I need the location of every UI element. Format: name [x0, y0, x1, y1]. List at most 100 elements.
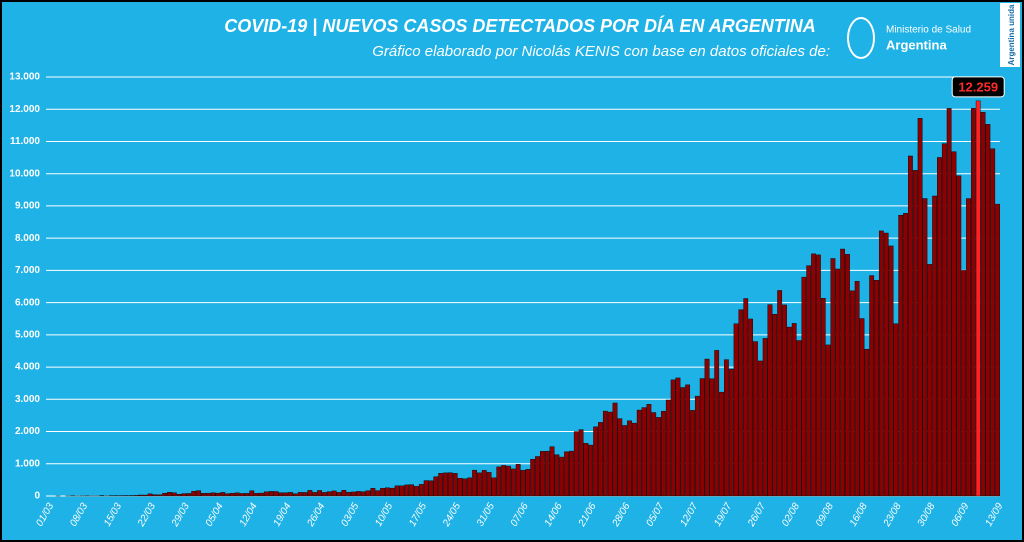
bar — [622, 425, 628, 497]
bar — [685, 384, 691, 497]
bar — [278, 492, 284, 497]
bar — [840, 248, 845, 497]
bar — [293, 493, 298, 497]
bar — [743, 298, 749, 497]
bar — [167, 492, 172, 497]
bar — [385, 487, 390, 497]
y-tick-label: 6.000 — [15, 297, 40, 308]
bar — [772, 313, 778, 497]
bar — [433, 476, 439, 497]
bar — [665, 399, 671, 497]
bar — [748, 318, 753, 497]
bar — [355, 491, 361, 497]
bar — [830, 258, 836, 497]
bar — [404, 484, 410, 497]
bar — [152, 494, 158, 497]
chart-title: COVID-19 | NUEVOS CASOS DETECTADOS POR D… — [224, 15, 815, 36]
bar — [583, 443, 589, 497]
bar — [472, 469, 477, 497]
badge-box — [1000, 3, 1020, 67]
bar — [501, 465, 507, 497]
bar — [525, 469, 531, 497]
bar — [704, 358, 710, 497]
bar — [510, 468, 516, 497]
bar — [690, 410, 695, 497]
bar — [171, 492, 177, 497]
bar — [728, 368, 734, 497]
bar — [201, 493, 206, 497]
bar — [549, 446, 555, 497]
bar — [539, 451, 545, 497]
bar — [559, 456, 565, 497]
bar — [646, 404, 652, 497]
bar — [554, 454, 560, 497]
bar — [903, 213, 908, 497]
bar — [157, 494, 163, 497]
bar — [423, 480, 429, 497]
bar — [428, 480, 434, 497]
bar — [961, 270, 967, 497]
bar — [569, 450, 574, 497]
bar — [283, 492, 289, 497]
y-tick-label: 2.000 — [15, 426, 40, 437]
bar — [205, 492, 211, 497]
bar — [147, 493, 153, 497]
bar — [854, 281, 860, 497]
bar — [694, 395, 700, 497]
bar — [225, 493, 230, 497]
bar — [951, 151, 957, 497]
bar — [230, 492, 235, 497]
bar — [288, 492, 293, 497]
bar — [670, 379, 676, 497]
bar — [535, 456, 540, 497]
bar — [598, 422, 603, 497]
chart-subtitle: Gráfico elaborado por Nicolás KENIS con … — [372, 43, 830, 60]
bar — [801, 276, 807, 497]
bar — [326, 491, 332, 497]
bar — [186, 493, 192, 497]
bar — [888, 245, 894, 497]
bar — [375, 490, 381, 497]
bar — [675, 377, 681, 497]
bar — [341, 490, 347, 497]
bar — [220, 492, 226, 497]
bar — [506, 465, 511, 497]
bar — [259, 492, 264, 497]
y-tick-label: 10.000 — [9, 168, 40, 179]
bar — [544, 450, 550, 497]
bar — [244, 493, 250, 497]
bar — [215, 492, 221, 497]
bar — [946, 108, 952, 497]
bar — [680, 387, 686, 497]
bar — [462, 478, 468, 497]
bar — [612, 402, 618, 497]
bar — [767, 304, 773, 497]
bar — [908, 155, 913, 497]
bar — [937, 157, 942, 497]
bar — [317, 490, 322, 497]
bar — [661, 410, 666, 497]
bar — [573, 431, 579, 497]
y-tick-label: 5.000 — [15, 329, 40, 340]
bar — [414, 486, 419, 497]
bar — [438, 473, 444, 497]
y-tick-label: 13.000 — [9, 72, 40, 83]
bar — [709, 378, 715, 497]
bar — [956, 175, 962, 497]
bar — [389, 487, 395, 497]
bar — [520, 470, 526, 497]
bar — [578, 429, 584, 497]
bar — [762, 338, 768, 497]
bar — [346, 491, 352, 497]
y-tick-label: 3.000 — [15, 394, 40, 405]
bar — [360, 491, 366, 497]
bar — [234, 492, 240, 497]
data-label: 12.259 — [958, 79, 998, 94]
logo-text: Argentina — [886, 37, 947, 52]
bar — [806, 265, 812, 497]
bar — [263, 491, 269, 497]
bar — [515, 464, 521, 497]
bar — [869, 275, 875, 497]
bar — [336, 492, 342, 497]
